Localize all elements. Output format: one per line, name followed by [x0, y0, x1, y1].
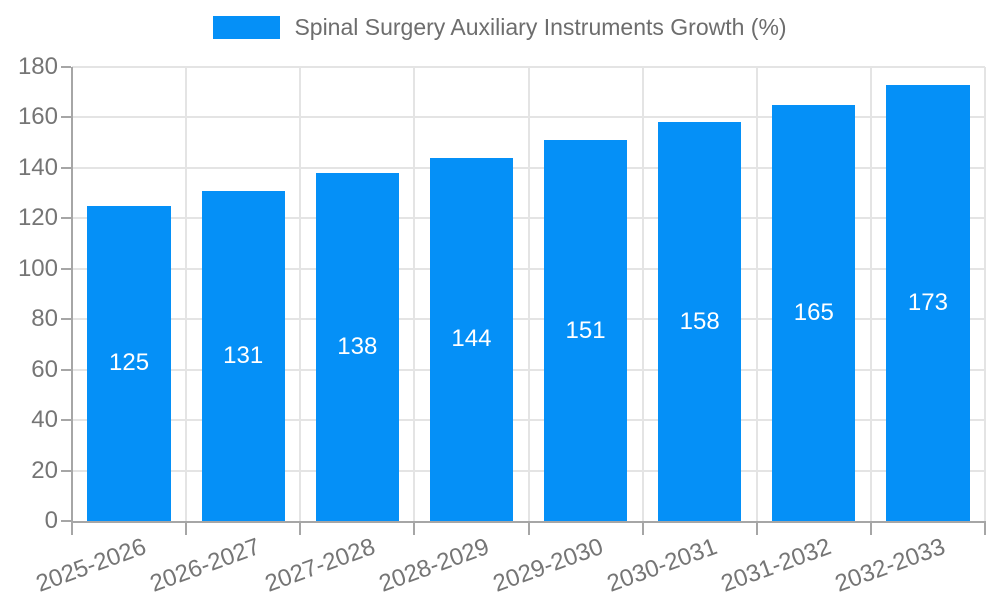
y-tick-mark [61, 66, 71, 68]
v-gridline [185, 67, 188, 521]
bar-value-label: 158 [679, 307, 720, 335]
y-tick-mark [61, 520, 71, 522]
x-tick-mark [984, 523, 986, 535]
y-tick-label: 100 [17, 254, 58, 282]
y-tick-label: 40 [31, 406, 58, 434]
x-tick-label: 2028-2029 [375, 533, 493, 598]
bar-value-label: 173 [907, 288, 948, 316]
legend-swatch [213, 16, 281, 39]
bar-value-label: 144 [451, 325, 492, 353]
v-gridline [413, 67, 416, 521]
y-tick-label: 80 [31, 305, 58, 333]
bar[interactable] [315, 172, 399, 521]
bar-value-label: 125 [109, 349, 150, 377]
v-gridline [869, 67, 872, 521]
x-tick-label: 2026-2027 [146, 533, 265, 598]
y-tick-label: 120 [17, 204, 58, 232]
y-tick-label: 160 [17, 103, 58, 131]
bar[interactable] [886, 84, 970, 521]
y-tick-mark [61, 318, 71, 321]
v-gridline [299, 67, 302, 521]
y-tick-label: 20 [31, 456, 58, 484]
bar-value-label: 138 [337, 332, 378, 360]
y-axis-line [71, 67, 73, 523]
x-tick-mark [71, 523, 73, 535]
bar-value-label: 131 [223, 341, 264, 369]
bar[interactable] [201, 190, 285, 521]
y-tick-mark [61, 217, 71, 220]
x-tick-label: 2032-2033 [831, 533, 949, 598]
bar-value-label: 151 [565, 316, 606, 344]
y-tick-mark [61, 267, 71, 270]
x-tick-mark [185, 523, 188, 535]
x-tick-mark [641, 523, 644, 535]
bar[interactable] [429, 157, 514, 521]
bar-value-label: 165 [793, 298, 834, 326]
x-tick-label: 2027-2028 [261, 533, 379, 598]
x-tick-label: 2025-2026 [32, 533, 150, 598]
v-gridline [755, 67, 758, 521]
x-axis-line [71, 521, 986, 523]
y-tick-label: 140 [17, 153, 58, 181]
legend-label: Spinal Surgery Auxiliary Instruments Gro… [294, 14, 787, 40]
y-tick-mark [61, 368, 71, 371]
v-gridline [527, 67, 530, 521]
x-tick-mark [413, 523, 416, 535]
bar[interactable] [543, 140, 628, 521]
x-tick-label: 2031-2032 [717, 533, 835, 598]
x-tick-mark [755, 523, 758, 535]
v-gridline [641, 67, 644, 521]
x-tick-label: 2029-2030 [489, 533, 607, 598]
y-tick-label: 180 [17, 53, 58, 80]
v-gridline [984, 67, 986, 521]
bar[interactable] [658, 122, 742, 521]
legend-item[interactable]: Spinal Surgery Auxiliary Instruments Gro… [213, 14, 787, 41]
x-tick-mark [299, 523, 302, 535]
y-tick-label: 60 [31, 355, 58, 383]
x-tick-mark [527, 523, 530, 535]
y-tick-mark [61, 469, 71, 472]
legend: Spinal Surgery Auxiliary Instruments Gro… [0, 14, 1000, 41]
bar[interactable] [87, 205, 171, 521]
y-tick-mark [61, 419, 71, 422]
bar[interactable] [772, 104, 856, 521]
x-tick-label: 2030-2031 [603, 533, 721, 598]
y-tick-mark [61, 116, 71, 119]
x-tick-mark [869, 523, 872, 535]
y-tick-mark [61, 166, 71, 169]
y-tick-label: 0 [44, 507, 58, 534]
